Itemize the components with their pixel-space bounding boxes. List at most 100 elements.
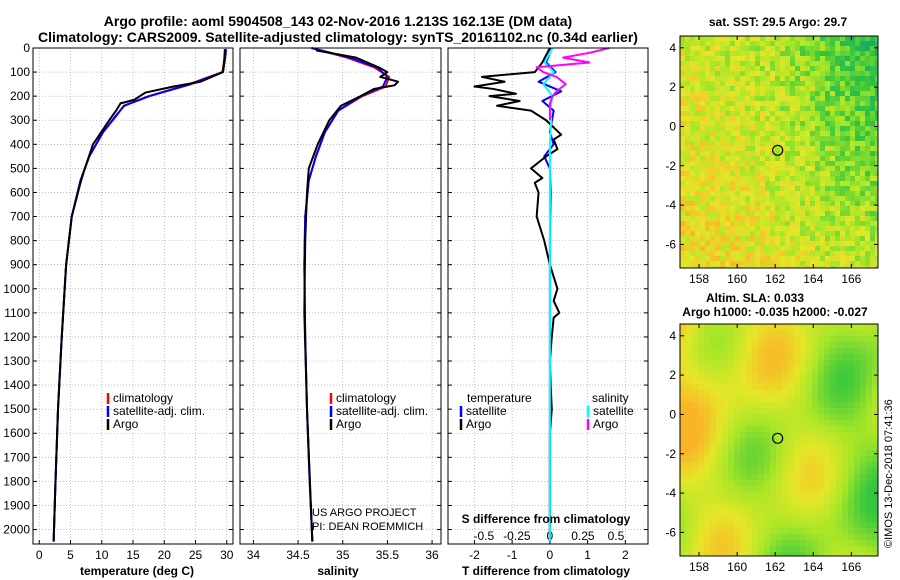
sst_map-cell: [695, 196, 701, 202]
sla_map-cell: [836, 342, 843, 349]
sst_map-cell: [870, 41, 876, 47]
sst_map-cell: [815, 201, 821, 207]
sla_map-cell: [734, 534, 741, 541]
sla_map-cell: [728, 546, 735, 553]
sst_map-cell: [805, 141, 811, 147]
sla_map-cell: [860, 516, 867, 523]
sla_map-cell: [740, 396, 747, 403]
sst_map-cell: [810, 266, 816, 269]
sla_map-cell: [680, 330, 687, 337]
sla_map-cell: [788, 498, 795, 505]
sst_map-cell: [850, 206, 856, 212]
sst_map-cell: [730, 266, 736, 269]
sst_map-cell: [735, 126, 741, 132]
sst_map-cell: [680, 36, 686, 42]
sla_map-cell: [698, 402, 705, 409]
sla_map-cell: [740, 342, 747, 349]
sst_map-cell: [800, 106, 806, 112]
sst_map-cell: [760, 56, 766, 62]
sst_map-cell: [855, 106, 861, 112]
sst_map-cell: [760, 91, 766, 97]
sst_map-cell: [760, 121, 766, 127]
sla_map-cell: [830, 426, 837, 433]
sla_map-cell: [686, 462, 693, 469]
sst_map-cell: [730, 246, 736, 252]
sst_map-cell: [815, 211, 821, 217]
sst_map-cell: [715, 181, 721, 187]
sst_map-cell: [795, 236, 801, 242]
sst_map-cell: [830, 226, 836, 232]
sst_map-cell: [780, 126, 786, 132]
sla_map-cell: [764, 492, 771, 499]
sst_map-cell: [765, 76, 771, 82]
sst_map-cell: [820, 216, 826, 222]
sst_map-cell: [735, 156, 741, 162]
sla_map-cell: [788, 402, 795, 409]
salinity-xlabel: salinity: [317, 564, 359, 578]
sla_map-cell: [830, 444, 837, 451]
sst_map-cell: [710, 166, 716, 172]
sla_map-cell: [866, 510, 873, 517]
sla_map-cell: [836, 486, 843, 493]
sst_map-cell: [735, 231, 741, 237]
sla_map-cell: [704, 366, 711, 373]
sst_map-cell: [790, 56, 796, 62]
sla_map-cell: [842, 372, 849, 379]
sst_map-cell: [780, 196, 786, 202]
sst_map-cell: [745, 141, 751, 147]
sla_map-cell: [776, 528, 783, 535]
sst_map-cell: [770, 251, 776, 257]
sst_map-cell: [755, 216, 761, 222]
sla_map-cell: [698, 384, 705, 391]
sst_map-cell: [740, 166, 746, 172]
sla_map-cell: [698, 408, 705, 415]
sla_map-cell: [872, 378, 879, 385]
sst_map-cell: [780, 96, 786, 102]
sla_map-cell: [830, 438, 837, 445]
sst_map-cell: [785, 191, 791, 197]
depth-tick-label: 1100: [4, 306, 30, 320]
sla_map-cell: [716, 516, 723, 523]
sla_map-cell: [836, 324, 843, 331]
sla_map-cell: [686, 438, 693, 445]
sla_map-cell: [806, 348, 813, 355]
sla_map-cell: [788, 366, 795, 373]
sla_map-cell: [770, 408, 777, 415]
sst_map-cell: [825, 71, 831, 77]
sst_map-cell: [760, 226, 766, 232]
sla_map-cell: [842, 438, 849, 445]
sst_map-cell: [850, 36, 856, 42]
sst_map-cell: [695, 201, 701, 207]
sst_map-cell: [765, 251, 771, 257]
temperature-xtick-label: 25: [189, 548, 203, 562]
sst_map-cell: [865, 241, 871, 247]
sst_map-cell: [805, 236, 811, 242]
sla_map-cell: [812, 516, 819, 523]
sst_map-cell: [855, 146, 861, 152]
sla_map-cell: [692, 540, 699, 547]
sst_map-cell: [710, 136, 716, 142]
sst_map-cell: [685, 146, 691, 152]
sla_map-cell: [782, 384, 789, 391]
sst_map-cell: [785, 101, 791, 107]
sst_map-cell: [725, 81, 731, 87]
sla_map-cell: [872, 366, 879, 373]
sst_map-cell: [680, 161, 686, 167]
sla_map-cell: [710, 354, 717, 361]
sla_map-cell: [686, 444, 693, 451]
sla_map-cell: [788, 534, 795, 541]
sst_map-cell: [765, 236, 771, 242]
sla_map-cell: [800, 498, 807, 505]
sst_map-cell: [870, 91, 876, 97]
sla_map-cell: [734, 372, 741, 379]
sst_map-cell: [775, 121, 781, 127]
sst_map-ytick-label: -4: [665, 198, 676, 212]
sst_map-cell: [685, 86, 691, 92]
sst_map-cell: [710, 91, 716, 97]
sst_map-cell: [870, 161, 876, 167]
sst_map-cell: [685, 51, 691, 57]
sst_map-cell: [870, 36, 876, 42]
sst_map-cell: [720, 201, 726, 207]
sst_map-cell: [845, 96, 851, 102]
sla_map-cell: [758, 540, 765, 547]
